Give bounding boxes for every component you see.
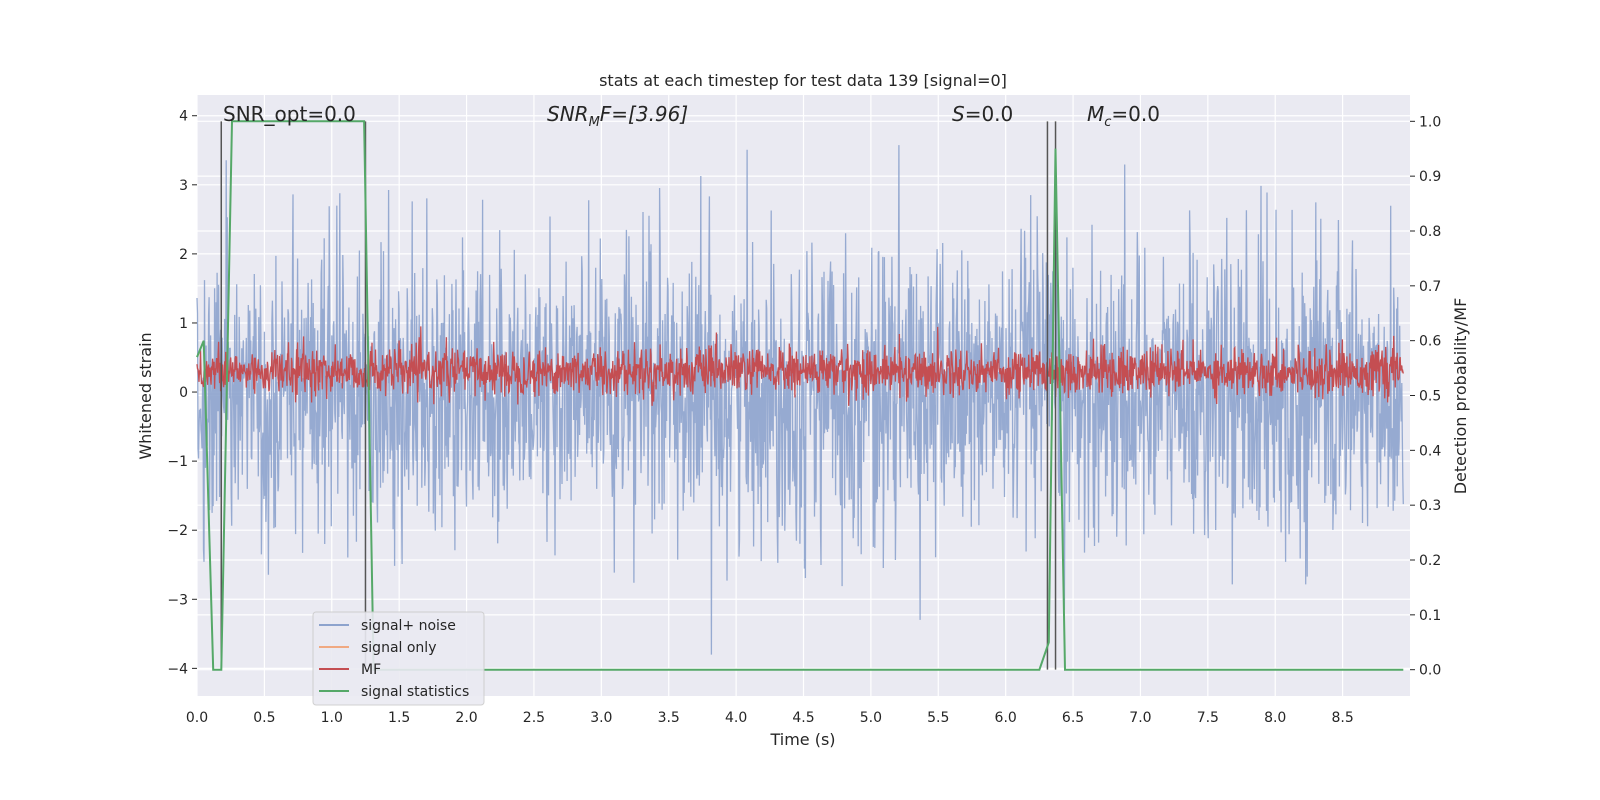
mc-sub: c: [1104, 115, 1111, 130]
y-tick-label: −3: [167, 592, 188, 608]
snr-mf-rest: F=[3.96]: [600, 102, 688, 126]
y-tick-label: −2: [167, 523, 188, 539]
signal-statistics-series: [196, 120, 1404, 671]
y-tick-label: −1: [167, 454, 188, 470]
y2-axis-label: Detection probability/MF: [1451, 298, 1470, 495]
x-tick-label: 4.5: [792, 710, 814, 726]
x-tick-label: 2.0: [455, 710, 477, 726]
noise-line: [196, 145, 1404, 655]
x-tick-label: 2.5: [523, 710, 545, 726]
y2-tick-label: 0.1: [1419, 608, 1441, 624]
x-tick-label: 3.5: [658, 710, 680, 726]
x-tick-label: 5.0: [860, 710, 882, 726]
y2-tick-label: 0.0: [1419, 663, 1441, 679]
vertical-lines: [220, 121, 1057, 670]
x-tick-label: 0.5: [253, 710, 275, 726]
x-tick-label: 8.0: [1264, 710, 1286, 726]
snr-mf-base: SNR: [547, 102, 589, 126]
legend-label-stats: signal statistics: [361, 684, 469, 700]
signal-statistics-line: [196, 120, 1404, 671]
mc-base: M: [1087, 102, 1104, 126]
mf-line: [196, 326, 1404, 406]
annotation-snr-opt: SNR_opt=0.0: [223, 102, 356, 126]
x-tick-label: 0.0: [186, 710, 208, 726]
x-axis-label: Time (s): [769, 730, 835, 749]
y-tick-label: 2: [179, 247, 188, 263]
snr-mf-sub: M: [589, 115, 600, 130]
y-ticks: −4 −3 −2 −1 0 1 2 3 4: [167, 109, 197, 677]
chart-title: stats at each timestep for test data 139…: [599, 71, 1007, 90]
y2-tick-label: 0.8: [1419, 224, 1441, 240]
mc-rest: =0.0: [1111, 102, 1160, 126]
legend-label-signal: signal only: [361, 640, 436, 656]
y2-tick-label: 0.4: [1419, 443, 1441, 459]
x-tick-label: 8.5: [1331, 710, 1353, 726]
s-rest: =0.0: [965, 102, 1014, 126]
x-tick-label: 1.5: [388, 710, 410, 726]
x-tick-label: 1.0: [321, 710, 343, 726]
y-tick-label: −4: [167, 661, 188, 677]
y2-ticks: 0.0 0.1 0.2 0.3 0.4 0.5 0.6 0.7 0.8 0.9 1.0: [1410, 114, 1441, 679]
s-italic: S: [952, 102, 965, 126]
legend-label-mf: MF: [361, 662, 381, 678]
legend-box: [312, 611, 485, 706]
x-ticks: 0.0 0.5 1.0 1.5 2.0 2.5 3.0 3.5 4.0 4.5 5.0 5.5 6.0 6…: [186, 710, 1354, 726]
x-tick-label: 5.5: [927, 710, 949, 726]
y2-tick-label: 0.6: [1419, 334, 1441, 350]
x-tick-label: 7.0: [1129, 710, 1151, 726]
y-tick-label: 3: [179, 178, 188, 194]
y2-tick-label: 0.2: [1419, 553, 1441, 569]
y2-tick-label: 0.3: [1419, 498, 1441, 514]
y-tick-label: 0: [179, 385, 188, 401]
x-tick-label: 7.5: [1197, 710, 1219, 726]
x-tick-label: 6.5: [1062, 710, 1084, 726]
y2-tick-label: 1.0: [1419, 114, 1441, 130]
x-tick-label: 6.0: [995, 710, 1017, 726]
y-axis-label: Whitened strain: [136, 332, 155, 459]
annotation-snr-mf: SNRMF=[3.96]: [547, 102, 688, 130]
y2-tick-label: 0.9: [1419, 169, 1441, 185]
y-tick-label: 4: [179, 109, 188, 125]
x-tick-label: 3.0: [590, 710, 612, 726]
legend-label-noise: signal+ noise: [361, 618, 456, 634]
annotation-mc: Mc=0.0: [1087, 102, 1160, 130]
annotation-s: S=0.0: [952, 102, 1013, 126]
y2-tick-label: 0.7: [1419, 279, 1441, 295]
mf-series: [196, 326, 1404, 406]
y2-tick-label: 0.5: [1419, 389, 1441, 405]
y-tick-label: 1: [179, 316, 188, 332]
legend: signal+ noise signal only MF signal stat…: [312, 611, 485, 706]
noise-series: [196, 145, 1404, 655]
x-tick-label: 4.0: [725, 710, 747, 726]
